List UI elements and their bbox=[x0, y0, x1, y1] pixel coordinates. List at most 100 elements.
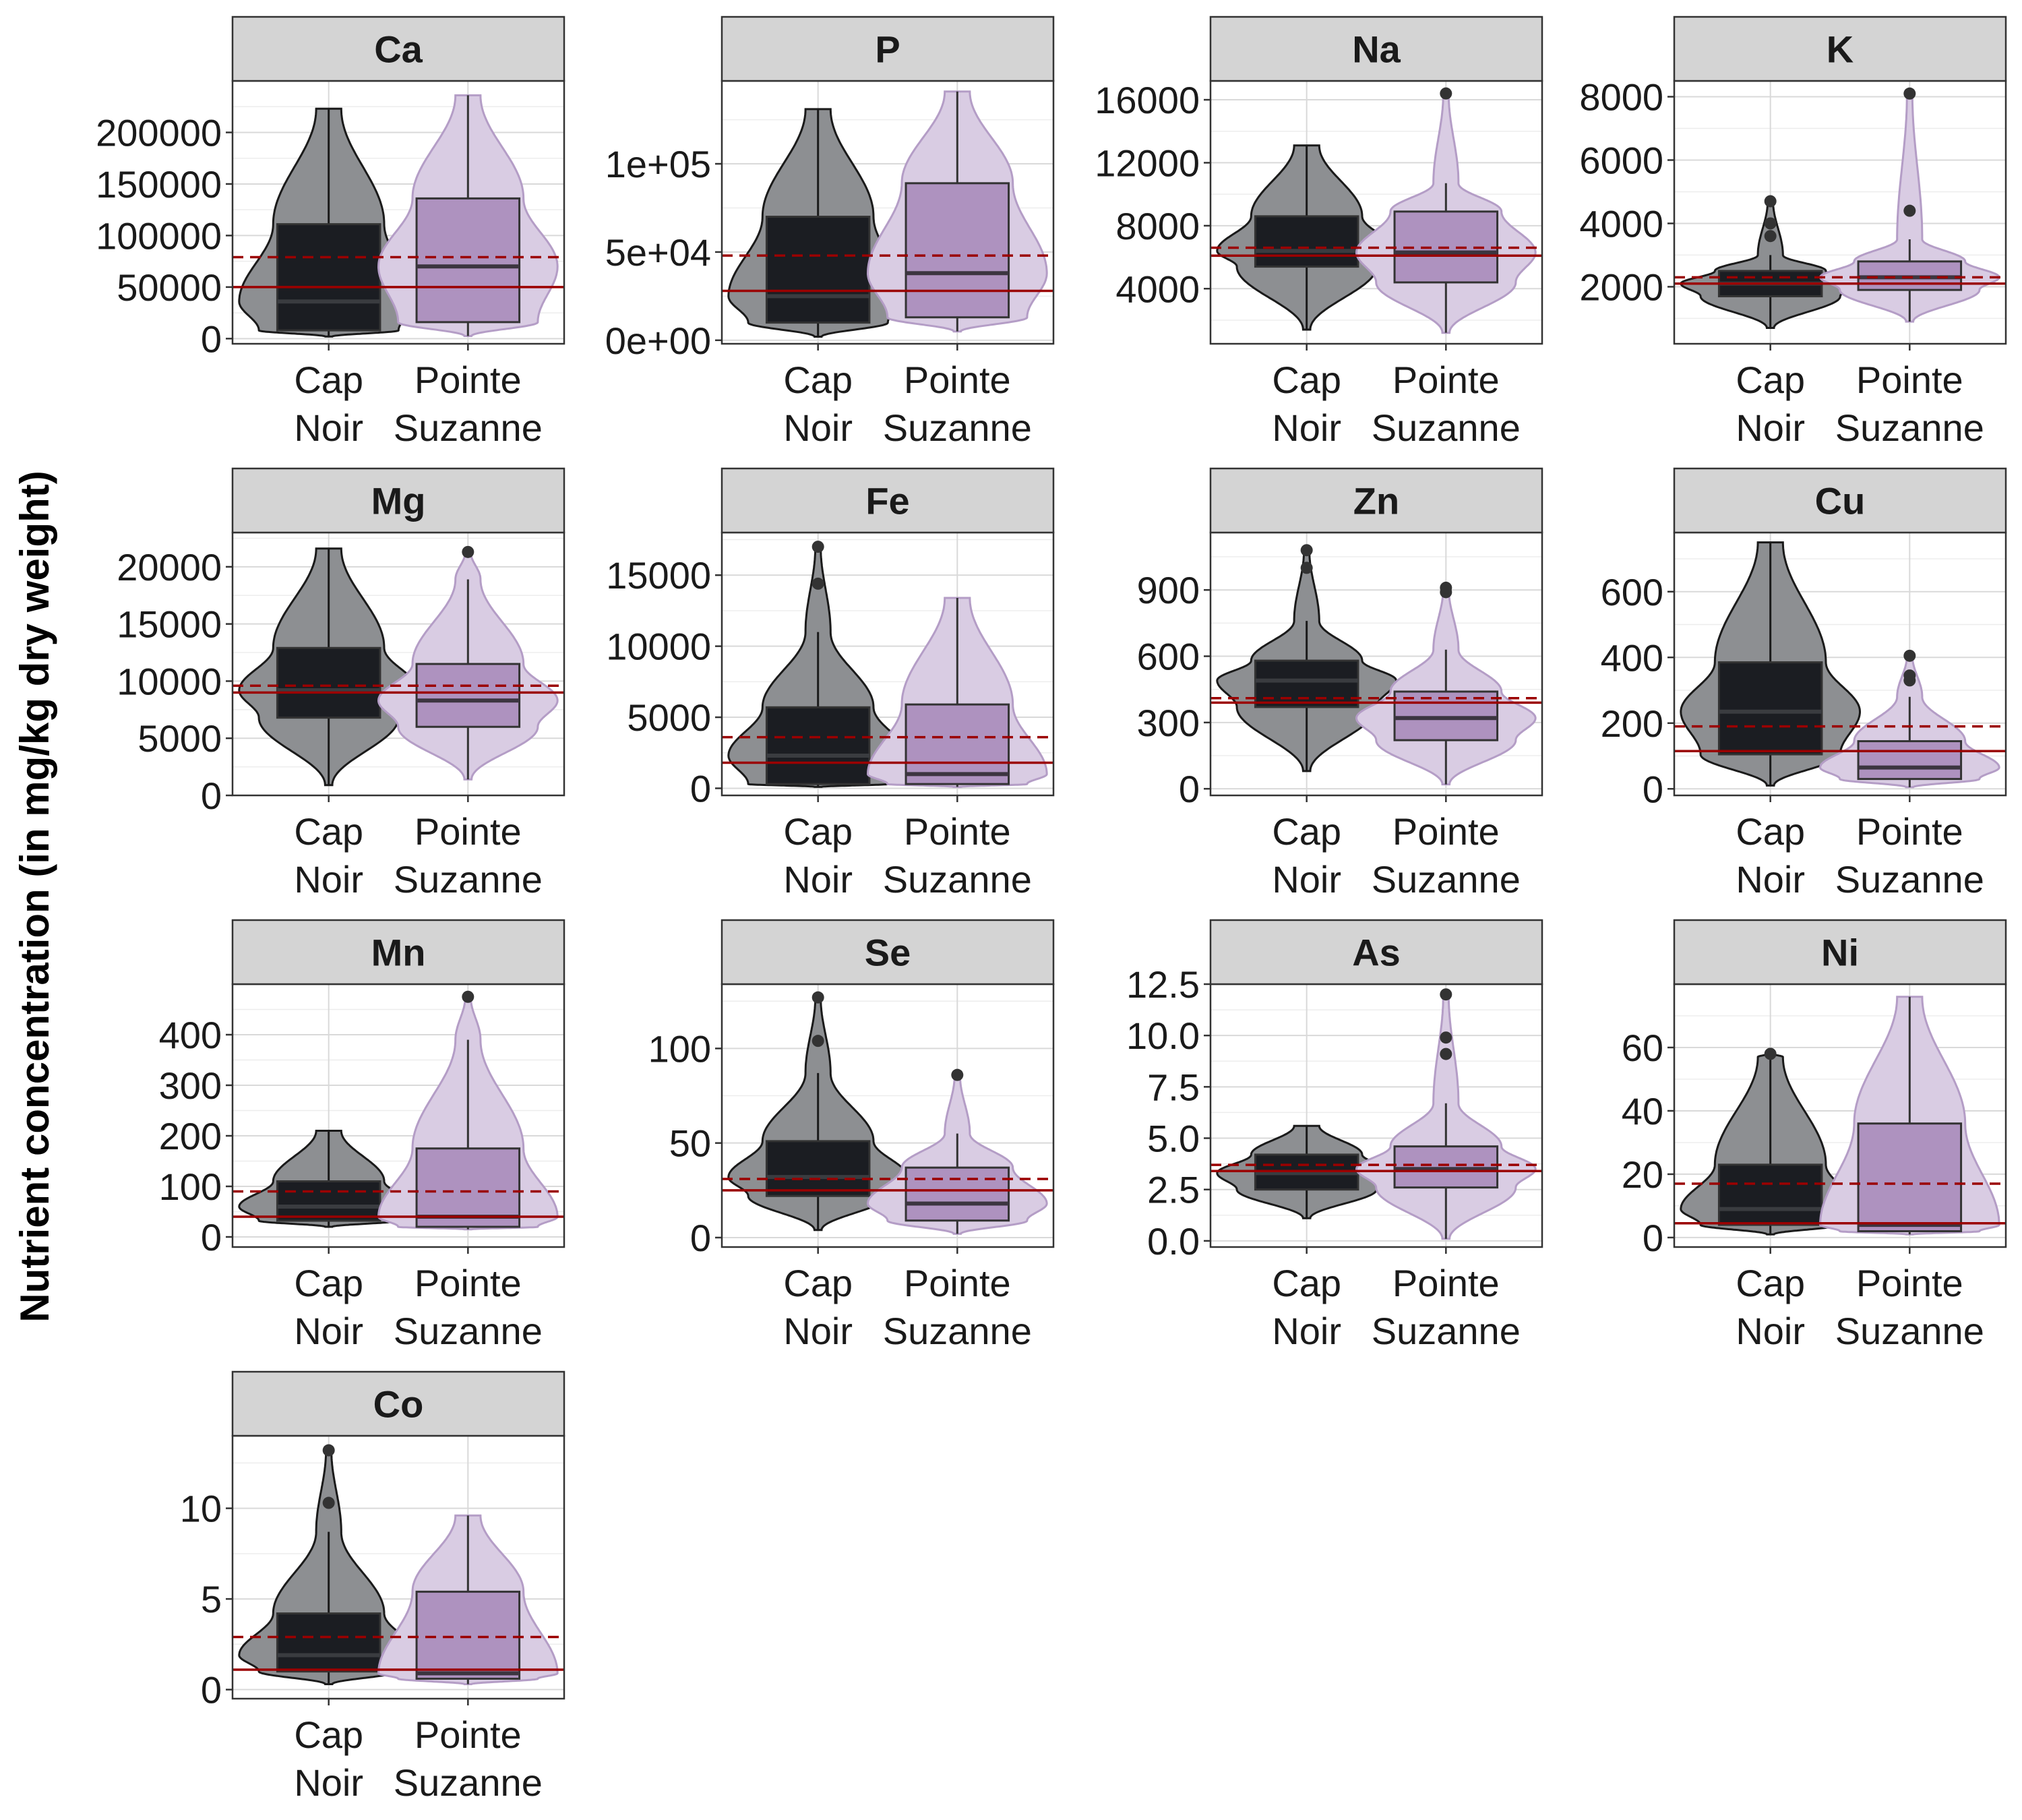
y-tick-label: 0 bbox=[1643, 1217, 1663, 1259]
outlier-point bbox=[1440, 581, 1452, 594]
y-tick-label: 50000 bbox=[117, 266, 222, 309]
outlier-point bbox=[811, 1035, 824, 1048]
y-tick-label: 2000 bbox=[1579, 266, 1663, 308]
y-axis: 0 50000 100000 150000 200000 bbox=[96, 111, 233, 360]
y-tick-label: 4000 bbox=[1579, 202, 1663, 245]
y-tick-label: 200 bbox=[159, 1115, 222, 1157]
panel-se: Se 0 50 100 Cap Noir Pointe Suzanne bbox=[648, 919, 1055, 1352]
x-tick-label-line: Pointe bbox=[1856, 359, 1963, 401]
outlier-point bbox=[1440, 988, 1452, 1001]
x-tick-label-line: Cap bbox=[1272, 1262, 1341, 1304]
x-tick-label: Pointe Suzanne bbox=[1372, 810, 1521, 901]
strip bbox=[721, 919, 1055, 985]
x-tick-label-line: Noir bbox=[783, 1310, 853, 1352]
outlier-point bbox=[1300, 562, 1313, 574]
x-axis: Cap Noir Pointe Suzanne bbox=[1736, 344, 1984, 449]
series-pointe-suzanne bbox=[1819, 87, 2000, 323]
box bbox=[415, 663, 521, 728]
series-pointe-suzanne bbox=[867, 1068, 1048, 1235]
series-pointe-suzanne bbox=[377, 1514, 559, 1685]
x-axis: Cap Noir Pointe Suzanne bbox=[1272, 344, 1521, 449]
x-axis: Cap Noir Pointe Suzanne bbox=[1272, 795, 1521, 901]
x-tick-label-line: Cap bbox=[1736, 1262, 1805, 1304]
panel-na: Na 4000 8000 12000 16000 Cap Noir Pointe Suzanne bbox=[1095, 16, 1543, 449]
x-tick-label-line: Noir bbox=[783, 406, 853, 449]
x-tick-label: Cap Noir bbox=[1736, 359, 1805, 449]
x-tick-label-line: Pointe bbox=[1392, 359, 1500, 401]
y-tick-label: 7.5 bbox=[1147, 1066, 1200, 1108]
strip bbox=[1673, 16, 2007, 82]
panel-mg: Mg 0 5000 10000 15000 20000 Cap Noir Pointe Suzan… bbox=[117, 467, 565, 901]
y-tick-label: 0 bbox=[1643, 768, 1663, 810]
x-tick-label-line: Suzanne bbox=[883, 406, 1032, 449]
series-pointe-suzanne bbox=[377, 545, 559, 781]
x-tick-label-line: Noir bbox=[1272, 406, 1341, 449]
x-tick-label-line: Suzanne bbox=[1835, 1310, 1984, 1352]
series-cap-noir bbox=[727, 991, 909, 1232]
y-tick-label: 1e+05 bbox=[605, 143, 711, 185]
y-tick-label: 10000 bbox=[606, 626, 711, 668]
box bbox=[1254, 659, 1359, 708]
outlier-point bbox=[322, 1444, 335, 1457]
y-axis: 0 50 100 bbox=[648, 1027, 722, 1259]
y-tick-label: 0 bbox=[1179, 768, 1200, 810]
x-tick-label-line: Pointe bbox=[904, 1262, 1011, 1304]
outlier-point bbox=[1440, 1048, 1452, 1060]
x-axis: Cap Noir Pointe Suzanne bbox=[294, 795, 543, 901]
x-tick-label-line: Suzanne bbox=[1372, 1310, 1521, 1352]
series-cap-noir bbox=[1216, 144, 1397, 331]
y-tick-label: 0 bbox=[690, 1217, 711, 1259]
outlier-point bbox=[1903, 87, 1916, 100]
x-tick-label-line: Pointe bbox=[1856, 1262, 1963, 1304]
y-tick-label: 900 bbox=[1137, 569, 1200, 611]
y-tick-label: 200 bbox=[1601, 702, 1663, 745]
strip bbox=[721, 467, 1055, 534]
x-tick-label-line: Suzanne bbox=[1835, 858, 1984, 901]
x-tick-label-line: Noir bbox=[1272, 858, 1341, 901]
box bbox=[415, 1590, 521, 1680]
series-pointe-suzanne bbox=[1355, 581, 1537, 786]
x-tick-label: Cap Noir bbox=[294, 810, 363, 901]
box bbox=[905, 182, 1010, 319]
outlier-point bbox=[1440, 1031, 1452, 1044]
facet-title-na: Na bbox=[1352, 28, 1401, 71]
panel-ca: Ca 0 50000 100000 150000 200000 Cap Noir Pointe S… bbox=[96, 16, 565, 449]
strip bbox=[231, 919, 565, 985]
series-pointe-suzanne bbox=[867, 597, 1048, 788]
x-axis: Cap Noir Pointe Suzanne bbox=[294, 344, 543, 449]
x-tick-label-line: Noir bbox=[1736, 1310, 1805, 1352]
strip bbox=[231, 16, 565, 82]
facet-title-cu: Cu bbox=[1815, 480, 1866, 522]
strip bbox=[231, 467, 565, 534]
strip bbox=[1209, 16, 1543, 82]
facet-title-co: Co bbox=[373, 1383, 424, 1426]
y-tick-label: 50 bbox=[669, 1122, 711, 1165]
y-tick-label: 5e+04 bbox=[605, 231, 711, 274]
x-axis: Cap Noir Pointe Suzanne bbox=[1736, 1247, 1984, 1352]
y-tick-label: 0e+00 bbox=[605, 320, 711, 362]
panel-mn: Mn 0 100 200 300 400 Cap Noir Pointe Suzanne bbox=[159, 919, 565, 1352]
x-tick-label: Pointe Suzanne bbox=[1835, 1262, 1984, 1352]
x-tick-label-line: Cap bbox=[783, 1262, 853, 1304]
x-tick-label-line: Noir bbox=[783, 858, 853, 901]
y-tick-label: 0 bbox=[201, 1669, 222, 1711]
x-tick-label-line: Cap bbox=[1272, 810, 1341, 853]
box bbox=[1393, 690, 1499, 741]
x-tick-label-line: Noir bbox=[1736, 858, 1805, 901]
strip bbox=[721, 16, 1055, 82]
box bbox=[276, 1612, 381, 1673]
y-axis: 0e+00 5e+04 1e+05 bbox=[605, 143, 722, 362]
x-tick-label-line: Noir bbox=[294, 406, 363, 449]
box bbox=[1393, 1145, 1499, 1189]
panel-zn: Zn 0 300 600 900 Cap Noir Pointe Suzanne bbox=[1137, 467, 1543, 901]
facet-title-ca: Ca bbox=[374, 28, 423, 71]
y-axis: 0.0 2.5 5.0 7.5 10.0 12.5 bbox=[1126, 963, 1211, 1263]
y-tick-label: 40 bbox=[1622, 1090, 1663, 1132]
y-tick-label: 15000 bbox=[606, 554, 711, 597]
x-axis: Cap Noir Pointe Suzanne bbox=[294, 1247, 543, 1352]
y-tick-label: 600 bbox=[1601, 571, 1663, 613]
x-tick-label-line: Cap bbox=[1272, 359, 1341, 401]
box bbox=[1857, 1122, 1963, 1233]
y-tick-label: 15000 bbox=[117, 603, 222, 646]
x-axis: Cap Noir Pointe Suzanne bbox=[1736, 795, 1984, 901]
